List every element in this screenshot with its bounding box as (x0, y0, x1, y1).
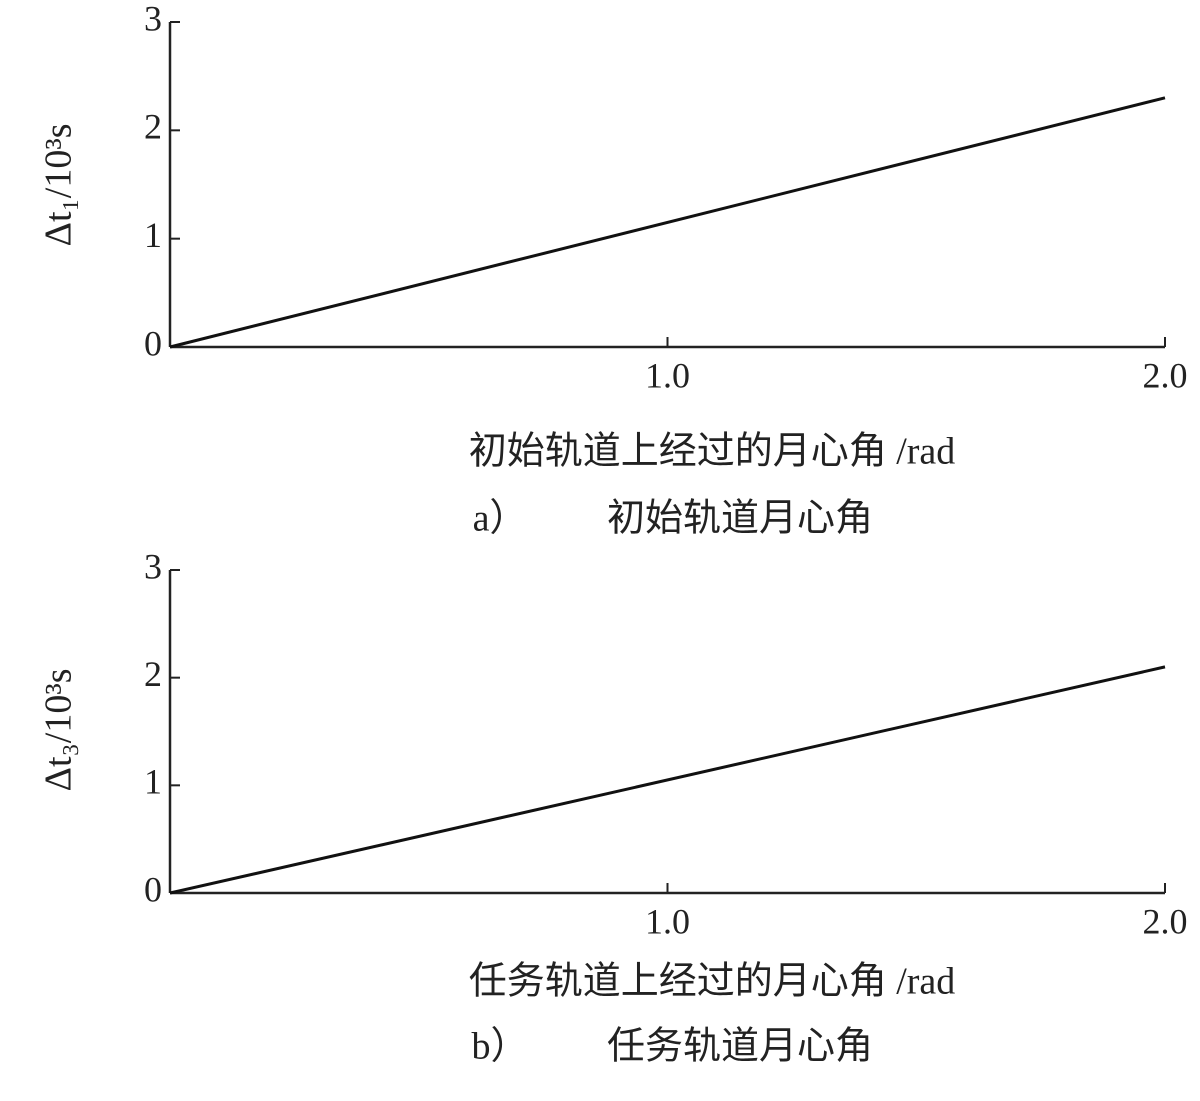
caption: 任务轨道月心角 (607, 1026, 873, 1068)
y-tick-label: 3 (144, 546, 162, 586)
y-tick-label: 2 (144, 107, 162, 147)
y-tick-label: 0 (144, 323, 162, 363)
y-tick-label: 3 (144, 0, 162, 38)
caption-label: a） (473, 498, 528, 540)
y-tick-label: 1 (144, 215, 162, 255)
y-axis-label: Δt₃/10³s (38, 669, 80, 792)
data-line (169, 665, 1166, 895)
y-tick-label: 2 (144, 654, 162, 694)
x-tick-label: 2.0 (1143, 901, 1188, 941)
data-line (169, 96, 1166, 349)
x-tick-label: 1.0 (645, 901, 690, 941)
x-axis-label: 任务轨道上经过的月心角 /rad (469, 961, 956, 1003)
y-tick-label: 0 (144, 869, 162, 909)
x-tick-label: 2.0 (1143, 355, 1188, 395)
chart-panel: 0 1 2 3 1.0 2.0 Δt₁/10³s 初始轨道上经过的月心角 /rad a） 初始轨道… (38, 0, 1188, 540)
caption: 初始轨道月心角 (607, 498, 873, 540)
caption-label: b） (471, 1026, 528, 1068)
y-axis-label: Δt₁/10³s (38, 124, 80, 247)
x-tick-label: 1.0 (645, 355, 690, 395)
chart-panel: 0 1 2 3 1.0 2.0 Δt₃/10³s 任务轨道上经过的月心角 /rad b） 任务轨道… (38, 546, 1188, 1067)
y-tick-label: 1 (144, 762, 162, 802)
x-axis-label: 初始轨道上经过的月心角 /rad (469, 431, 956, 473)
